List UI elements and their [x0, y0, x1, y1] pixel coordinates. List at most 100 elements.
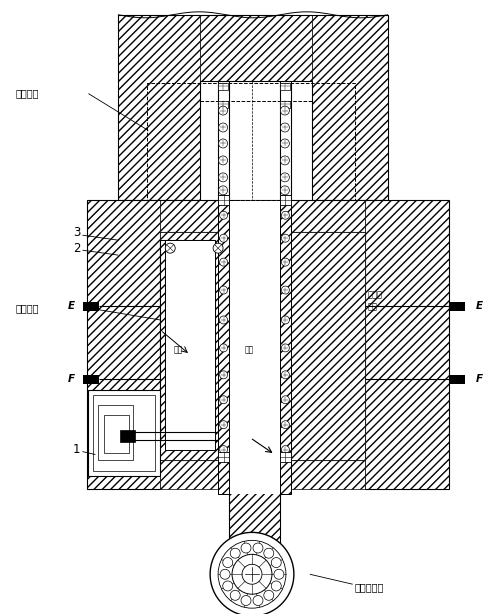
Bar	[280, 196, 290, 494]
Circle shape	[218, 186, 227, 195]
Circle shape	[281, 234, 289, 242]
Bar	[290, 232, 364, 459]
Text: 1: 1	[73, 443, 80, 456]
Circle shape	[222, 558, 232, 568]
Circle shape	[230, 590, 239, 600]
Circle shape	[240, 595, 250, 606]
Circle shape	[253, 543, 263, 553]
Bar	[200, 15, 311, 81]
Circle shape	[219, 234, 227, 242]
Bar	[160, 459, 364, 490]
Circle shape	[218, 173, 227, 182]
Circle shape	[210, 533, 293, 615]
Circle shape	[271, 558, 281, 568]
Circle shape	[230, 548, 239, 558]
Circle shape	[281, 396, 289, 403]
Circle shape	[219, 446, 227, 454]
Bar	[311, 15, 387, 200]
Circle shape	[281, 258, 289, 266]
Text: F: F	[474, 374, 481, 384]
Bar	[88, 390, 160, 475]
Bar	[217, 196, 228, 494]
Circle shape	[280, 156, 289, 165]
Circle shape	[263, 548, 273, 558]
Circle shape	[280, 123, 289, 132]
Text: E: E	[474, 301, 481, 311]
Circle shape	[165, 243, 175, 253]
Text: 柱面密封: 柱面密封	[16, 89, 39, 98]
Bar	[217, 451, 228, 462]
Bar	[120, 430, 135, 442]
Bar	[217, 196, 228, 494]
Circle shape	[241, 565, 262, 584]
Text: 3: 3	[73, 226, 80, 239]
Circle shape	[219, 569, 229, 579]
Text: F: F	[67, 374, 74, 384]
Circle shape	[218, 123, 227, 132]
Circle shape	[222, 581, 232, 591]
Text: 高压: 高压	[244, 346, 253, 354]
Circle shape	[274, 569, 284, 579]
Bar	[217, 101, 227, 108]
Circle shape	[280, 186, 289, 195]
Circle shape	[281, 286, 289, 294]
Circle shape	[218, 106, 227, 115]
Text: 液压升: 液压升	[367, 290, 382, 300]
Circle shape	[219, 421, 227, 429]
Circle shape	[281, 344, 289, 352]
Circle shape	[280, 106, 289, 115]
Circle shape	[231, 554, 272, 594]
Circle shape	[271, 581, 281, 591]
Bar	[448, 302, 464, 311]
Circle shape	[213, 243, 222, 253]
Bar	[228, 490, 280, 544]
Text: 通液压油腔: 通液压油腔	[354, 582, 383, 592]
Circle shape	[219, 396, 227, 403]
Bar	[87, 200, 160, 490]
Circle shape	[280, 173, 289, 182]
Bar	[160, 232, 217, 459]
Bar	[93, 395, 155, 470]
Bar	[118, 15, 200, 200]
Circle shape	[281, 316, 289, 324]
Circle shape	[253, 595, 263, 606]
Text: E: E	[67, 301, 74, 311]
Circle shape	[219, 371, 227, 379]
Bar	[280, 196, 290, 494]
Circle shape	[281, 421, 289, 429]
Circle shape	[219, 258, 227, 266]
Circle shape	[218, 156, 227, 165]
Bar	[165, 240, 214, 450]
Circle shape	[219, 316, 227, 324]
Circle shape	[219, 286, 227, 294]
Circle shape	[219, 212, 227, 219]
Circle shape	[217, 541, 286, 608]
Text: 2: 2	[73, 242, 80, 255]
Bar	[217, 196, 228, 205]
Bar	[83, 375, 99, 384]
Text: 低压: 低压	[173, 346, 182, 354]
Bar	[217, 82, 227, 90]
Circle shape	[280, 139, 289, 148]
Bar	[280, 196, 290, 205]
Bar	[228, 200, 280, 494]
Circle shape	[281, 371, 289, 379]
Circle shape	[240, 543, 250, 553]
Bar	[364, 200, 448, 490]
Bar	[280, 451, 290, 462]
Bar	[83, 302, 99, 311]
Circle shape	[281, 212, 289, 219]
Bar	[98, 405, 133, 459]
Circle shape	[218, 139, 227, 148]
Bar	[448, 375, 464, 384]
Bar	[280, 101, 289, 108]
Text: 降压: 降压	[367, 303, 377, 312]
Bar	[104, 415, 129, 453]
Bar	[160, 200, 364, 232]
Bar	[200, 101, 311, 200]
Circle shape	[219, 344, 227, 352]
Circle shape	[281, 446, 289, 454]
Circle shape	[263, 590, 273, 600]
Bar	[147, 82, 354, 200]
Bar	[280, 82, 289, 90]
